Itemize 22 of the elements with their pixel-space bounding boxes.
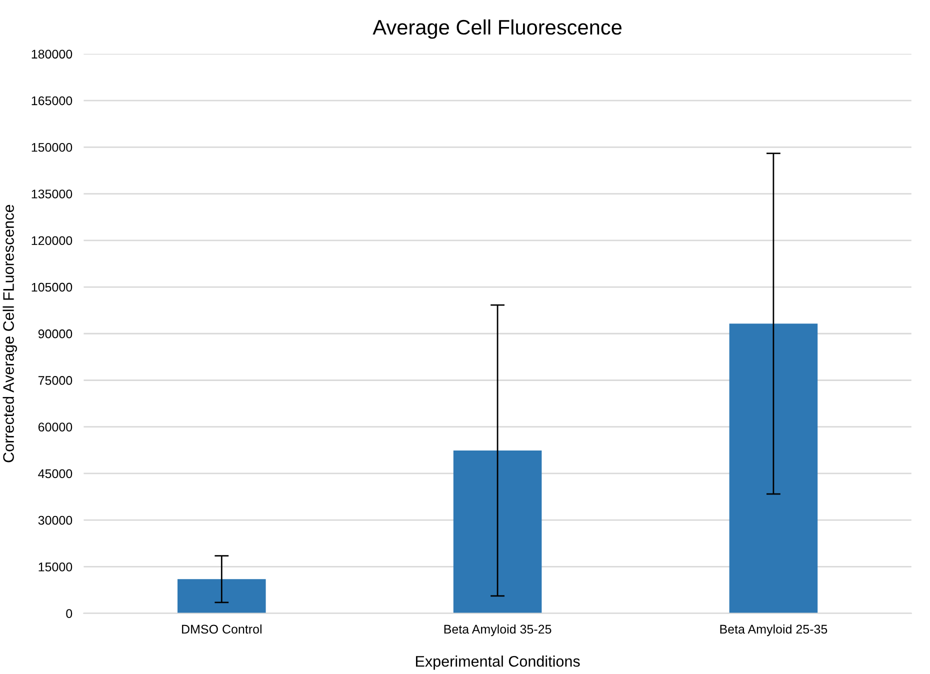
x-tick-label: Beta Amyloid 35-25 xyxy=(444,624,552,636)
y-tick-label: 75000 xyxy=(38,376,72,385)
y-tick-label: 60000 xyxy=(38,422,72,432)
y-tick-label: 30000 xyxy=(38,516,72,525)
x-axis-title: Experimental Conditions xyxy=(416,656,580,670)
y-tick-label: 150000 xyxy=(32,142,72,152)
y-tick-label: 45000 xyxy=(38,469,72,478)
bar xyxy=(178,579,266,614)
x-tick-label: DMSO Control xyxy=(182,624,262,634)
y-tick-label: 180000 xyxy=(32,50,72,59)
x-tick-label: Beta Amyloid 25-35 xyxy=(720,624,828,636)
y-tick-label: 105000 xyxy=(32,282,72,292)
y-tick-label: 135000 xyxy=(32,190,72,198)
y-tick-label: 90000 xyxy=(38,329,72,338)
y-tick-label: 165000 xyxy=(32,96,72,106)
chart-title: Average Cell Fluorescence xyxy=(372,19,622,39)
bar xyxy=(729,324,818,614)
y-tick-label: 120000 xyxy=(32,236,72,246)
bar xyxy=(453,450,542,614)
y-tick-label: 15000 xyxy=(38,562,72,572)
y-tick-label: 0 xyxy=(66,609,72,618)
y-axis-title: Corrected Average Cell FLuorescence xyxy=(2,204,17,462)
